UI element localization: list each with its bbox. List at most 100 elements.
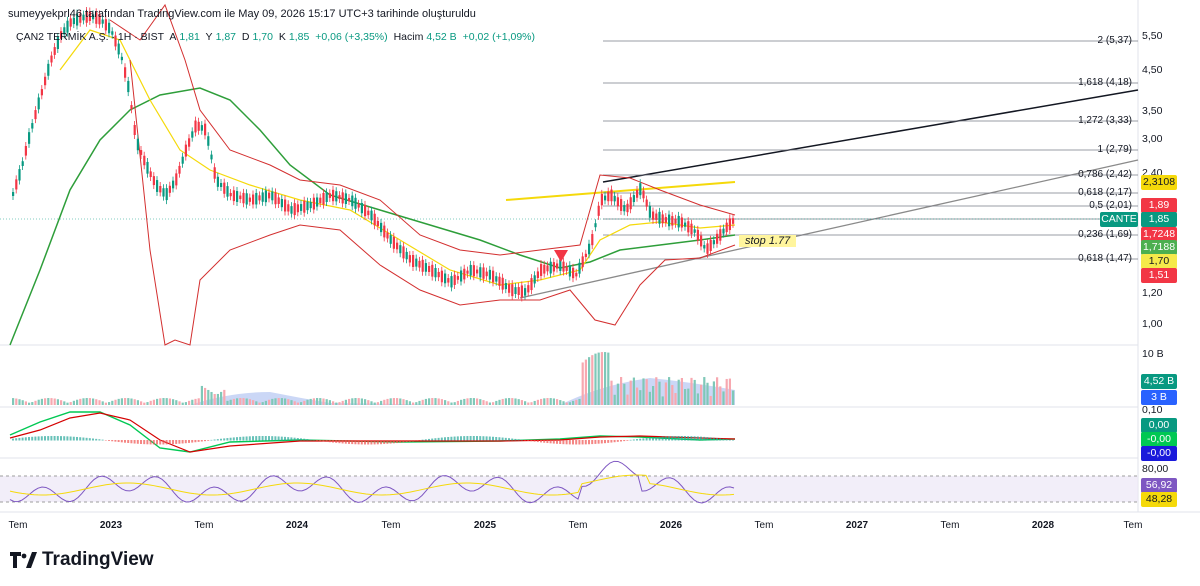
candle-body	[332, 189, 335, 202]
volume-bar	[552, 398, 555, 405]
volume-bar	[140, 401, 143, 405]
volume-bar	[168, 398, 171, 405]
volume-bar	[264, 400, 267, 405]
stop-annotation[interactable]: stop 1.77	[739, 235, 797, 247]
candle-body	[309, 202, 312, 209]
macd-histogram-bar	[648, 437, 651, 441]
candle-body	[216, 176, 219, 187]
volume-bar	[338, 402, 341, 405]
macd-histogram-bar	[12, 438, 14, 441]
macd-histogram-bar	[21, 437, 24, 441]
macd-histogram-bar	[268, 436, 270, 441]
candle-body	[258, 195, 261, 201]
volume-bar	[181, 402, 184, 405]
candle-body	[127, 80, 130, 93]
candle-body	[498, 276, 501, 286]
candle-body	[92, 14, 95, 20]
volume-bar	[412, 402, 415, 405]
macd-histogram-bar	[232, 437, 235, 441]
volume-bars	[12, 352, 735, 405]
macd-histogram-bar	[341, 440, 344, 444]
volume-bar	[31, 402, 34, 405]
upper-trendline[interactable]	[602, 89, 1139, 183]
volume-bar	[296, 402, 299, 405]
open-value: 1,81	[179, 31, 200, 43]
candle-body	[476, 269, 479, 274]
chart-caption: sumeyyekprl46 tarafından TradingView.com…	[8, 8, 476, 20]
macd-axis-label: 0,10	[1142, 404, 1163, 416]
volume-bar	[546, 398, 549, 405]
macd-histogram-bar	[712, 437, 715, 441]
volume-bar	[504, 398, 507, 405]
price-tag-ma-green: 1,7188	[1141, 240, 1177, 255]
fib-label: 0,236 (1,69)	[1078, 229, 1132, 240]
volume-bar	[514, 398, 517, 405]
fibonacci-levels[interactable]	[0, 40, 1138, 260]
volume-bar	[136, 400, 139, 405]
macd-histogram-bar	[511, 438, 514, 441]
candle-body	[24, 145, 27, 156]
macd-histogram-bar	[351, 440, 354, 445]
candle-body	[69, 18, 72, 27]
candle-body	[460, 270, 463, 282]
candle-body	[421, 259, 424, 272]
macd-histogram-bar	[402, 440, 405, 443]
macd-histogram-bar	[495, 436, 498, 441]
volume-bar	[520, 400, 523, 405]
macd-histogram-bar	[732, 439, 734, 441]
candle-body	[376, 220, 379, 227]
symbol-legend: ÇAN2 TERMİK A.Ş. · 1H · BIST A 1,81 Y 1,87…	[16, 31, 538, 43]
open-label: A	[169, 31, 177, 43]
volume-bar	[725, 378, 728, 405]
macd-histogram-bar	[127, 440, 130, 443]
volume-bar	[604, 352, 607, 405]
macd-histogram-bar	[63, 436, 66, 441]
candle-body	[492, 270, 495, 283]
volume-bar	[117, 398, 120, 405]
macd-histogram-bar	[536, 440, 539, 443]
yellow-resistance-line[interactable]	[505, 181, 736, 201]
time-axis-label: 2023	[99, 520, 123, 531]
volume-bar	[290, 400, 293, 405]
volume-bar	[472, 398, 475, 405]
volume-tag: 4,52 B	[1141, 374, 1177, 389]
macd-histogram-bar	[386, 440, 389, 444]
macd-histogram-bar	[610, 440, 613, 443]
macd-histogram-bar	[540, 440, 542, 443]
macd-histogram-bar	[581, 440, 584, 445]
symbol-name[interactable]: ÇAN2 TERMİK A.Ş. · 1H · BIST	[16, 31, 165, 43]
volume-bar	[18, 399, 21, 405]
macd-histogram-bar	[460, 436, 462, 441]
volume-bar	[562, 401, 565, 405]
candle-body	[456, 276, 459, 280]
macd-histogram-bar	[671, 436, 674, 441]
macd-histogram-bar	[364, 440, 366, 445]
volume-bar	[92, 398, 95, 405]
volume-bar	[693, 379, 696, 405]
lower-trendline[interactable]	[519, 159, 1139, 299]
candle-body	[76, 13, 79, 26]
time-axis-label: Tem	[1123, 520, 1143, 531]
macd-histogram-bar	[194, 440, 197, 443]
macd-histogram-bar	[690, 436, 693, 441]
tradingview-brand[interactable]: TradingView	[10, 549, 154, 571]
macd-histogram-bar	[168, 440, 171, 445]
candle-body	[687, 221, 690, 233]
candle-body	[636, 189, 639, 198]
volume-bar	[600, 352, 603, 405]
volume-bar	[252, 400, 255, 405]
time-axis-label: Tem	[754, 520, 774, 531]
volume-bar	[597, 352, 600, 405]
price-axis-label: 3,50	[1142, 105, 1163, 117]
candle-body	[639, 183, 642, 196]
macd-histogram-bar	[322, 440, 325, 442]
candle-body	[28, 132, 31, 144]
macd-histogram-bar	[607, 440, 610, 443]
candle-body	[197, 121, 200, 131]
macd-histogram-bar	[693, 436, 696, 441]
candle-body	[12, 192, 15, 196]
macd-histogram-bar	[594, 440, 597, 444]
macd-histogram-bar	[274, 436, 277, 441]
volume-bar	[623, 383, 626, 405]
